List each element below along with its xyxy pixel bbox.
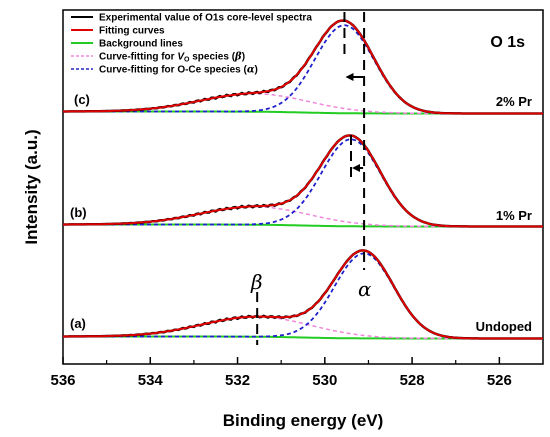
fit-curve xyxy=(63,19,543,115)
panel-c-shift-arrow-head xyxy=(345,73,354,81)
experimental-curve xyxy=(63,249,543,340)
chart-title: O 1s xyxy=(490,34,525,51)
spectra-curves xyxy=(63,19,543,340)
x-tick-label: 536 xyxy=(50,372,75,389)
x-tick-label: 528 xyxy=(400,372,425,389)
x-tick-label: 532 xyxy=(225,372,250,389)
legend-label: Curve-fitting for VO species (β) xyxy=(99,52,245,64)
panel-tag-a: (a) xyxy=(70,316,86,331)
fit-curve xyxy=(63,249,543,340)
panel-label-a: Undoped xyxy=(476,319,532,334)
legend-label: Fitting curves xyxy=(99,26,165,37)
panel-label-c: 2% Pr xyxy=(496,94,532,109)
legend: Experimental value of O1s core-level spe… xyxy=(71,13,312,76)
beta-annotation: β xyxy=(250,270,263,294)
legend-label: Experimental value of O1s core-level spe… xyxy=(99,13,312,24)
panel-tag-b: (b) xyxy=(70,205,87,220)
x-tick-label: 534 xyxy=(138,372,164,389)
panel-label-b: 1% Pr xyxy=(496,208,532,223)
alpha-fit-curve xyxy=(63,252,543,340)
legend-label: Background lines xyxy=(99,39,183,50)
alpha-fit-curve xyxy=(63,24,543,115)
y-axis-label: Intensity (a.u.) xyxy=(22,129,41,244)
alpha-annotation: α xyxy=(358,277,372,301)
panel-tag-c: (c) xyxy=(74,92,90,107)
x-axis-label: Binding energy (eV) xyxy=(223,411,384,430)
panel-b-shift-arrow-head xyxy=(352,164,360,172)
fit-curve xyxy=(63,134,543,228)
alpha-fit-curve xyxy=(63,138,543,228)
legend-label: Curve-fitting for O-Ce species (α) xyxy=(99,65,258,76)
x-axis-ticks: 536 534 532 530 528 526 xyxy=(50,357,512,389)
peak-markers xyxy=(256,12,366,345)
x-tick-label: 526 xyxy=(487,372,512,389)
x-tick-label: 530 xyxy=(312,372,337,389)
plot-frame xyxy=(62,9,544,365)
